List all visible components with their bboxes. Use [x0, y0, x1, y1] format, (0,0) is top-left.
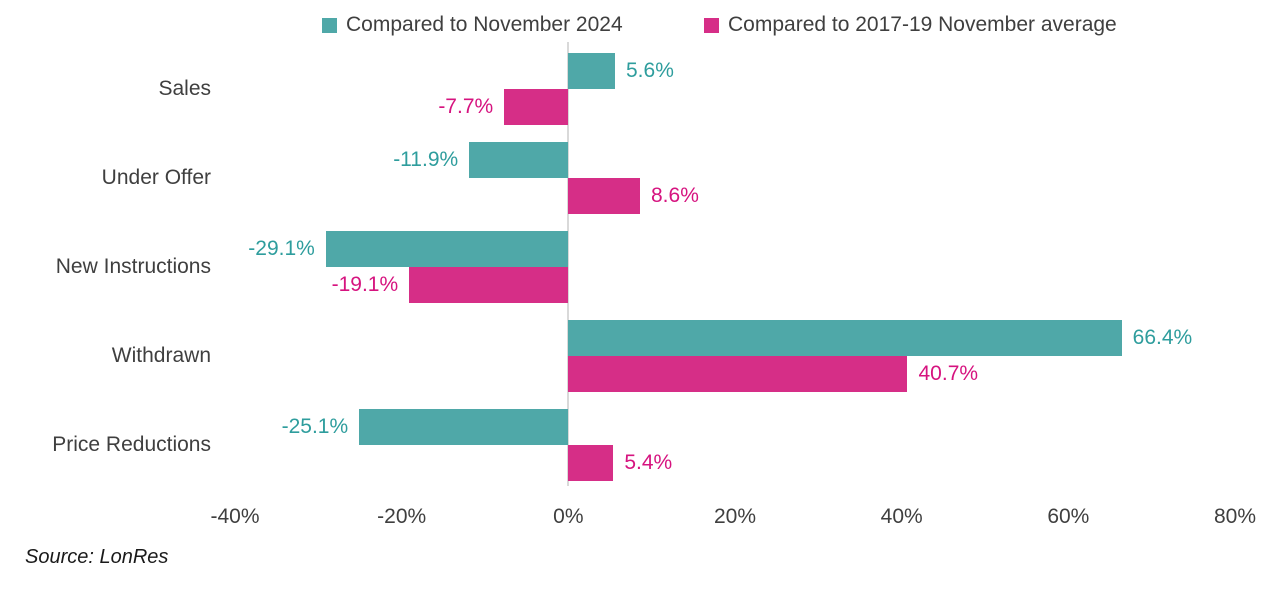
value-label: 40.7%	[918, 362, 979, 385]
bar	[568, 356, 908, 392]
x-tick-label: 80%	[1213, 505, 1257, 528]
value-label: -25.1%	[281, 415, 349, 438]
category-label: Price Reductions	[52, 433, 211, 456]
bar	[568, 178, 640, 214]
category-label: New Instructions	[55, 255, 211, 278]
bar	[568, 320, 1122, 356]
legend-item-compared-to-2017-19-average: Compared to 2017-19 November average	[704, 13, 1117, 37]
x-tick-label: 60%	[1047, 505, 1090, 528]
x-tick-label: 40%	[880, 505, 923, 528]
bar	[359, 409, 569, 445]
x-tick-label: -40%	[210, 505, 260, 528]
x-tick-label: 20%	[713, 505, 757, 528]
category-label: Withdrawn	[111, 344, 211, 367]
value-label: -29.1%	[248, 237, 315, 260]
category-label: Under Offer	[101, 166, 211, 189]
bar	[325, 231, 569, 267]
bar	[568, 445, 614, 481]
category-label: Sales	[158, 77, 211, 100]
x-tick-label: -20%	[377, 505, 427, 528]
source-credit: Source: LonRes	[25, 546, 169, 568]
value-label: 66.4%	[1132, 326, 1193, 349]
legend-label: Compared to November 2024	[346, 13, 623, 36]
value-label: -7.7%	[438, 95, 494, 118]
value-label: -19.1%	[331, 273, 399, 296]
x-tick-label: 0%	[553, 505, 584, 528]
value-label: 5.4%	[624, 451, 673, 474]
legend-item-compared-to-november-2024: Compared to November 2024	[322, 13, 623, 37]
bar	[409, 267, 569, 303]
value-label: -11.9%	[393, 148, 459, 171]
legend-marker-pink-icon	[704, 17, 719, 33]
bar	[568, 53, 615, 89]
value-label: 5.6%	[626, 59, 674, 82]
legend-marker-teal-icon	[322, 17, 337, 33]
bar	[469, 142, 569, 178]
legend: Compared to November 2024 Compared to 20…	[0, 0, 1280, 42]
value-label: 8.6%	[651, 184, 699, 207]
bar	[504, 89, 569, 125]
legend-label: Compared to 2017-19 November average	[728, 13, 1117, 36]
